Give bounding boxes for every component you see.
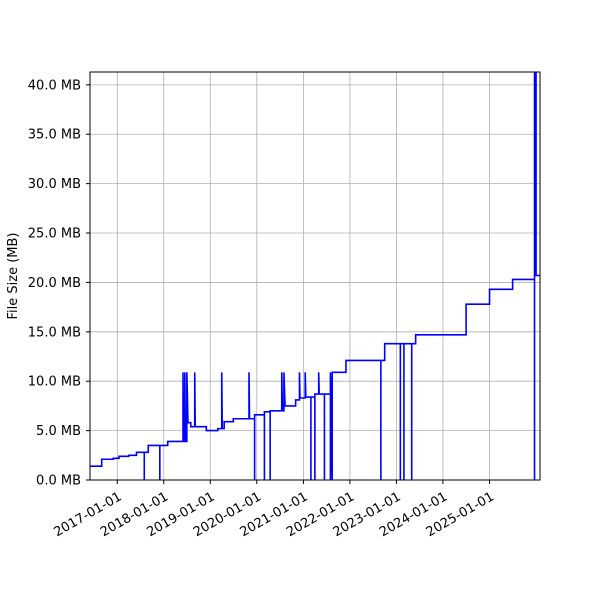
y-tick-label: 10.0 MB <box>28 375 81 390</box>
y-tick-label: 35.0 MB <box>28 128 81 143</box>
grid <box>90 72 540 481</box>
y-tick-label: 5.0 MB <box>36 424 81 439</box>
y-tick-label: 25.0 MB <box>28 227 81 242</box>
y-tick-label: 40.0 MB <box>28 78 81 93</box>
plot-frame <box>89 71 541 481</box>
y-tick-label: 30.0 MB <box>28 177 81 192</box>
y-axis-label: File Size (MB) <box>6 233 21 320</box>
y-axis: 0.0 MB 5.0 MB 10.0 MB 15.0 MB 20.0 MB 25.0 MB… <box>28 78 90 489</box>
y-tick-label: 20.0 MB <box>28 276 81 291</box>
y-tick-label: 15.0 MB <box>28 325 81 340</box>
series-layer <box>90 72 540 480</box>
y-tick-label: 0.0 MB <box>36 474 81 489</box>
file-size-series-line <box>90 72 540 480</box>
